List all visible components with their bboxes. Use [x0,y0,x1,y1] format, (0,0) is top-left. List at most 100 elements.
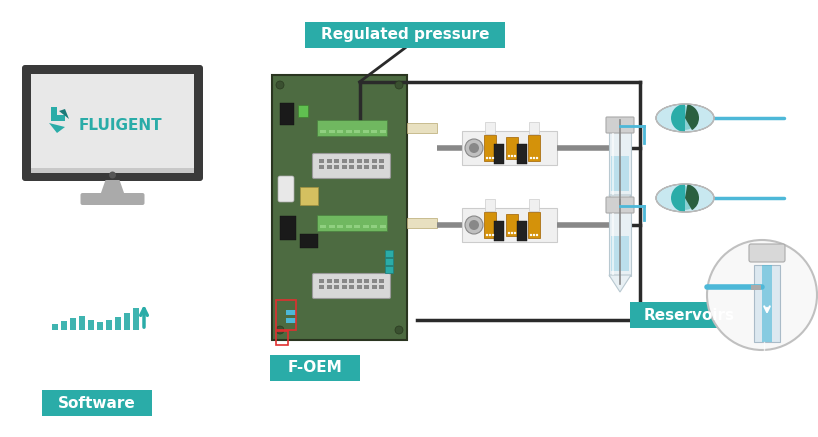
Bar [337,130,343,133]
Bar [300,234,318,248]
Bar [349,285,354,289]
Bar [357,285,362,289]
Bar [611,156,629,191]
Bar [506,137,518,159]
Circle shape [530,234,533,236]
Text: Reservoirs: Reservoirs [644,308,735,323]
Circle shape [486,157,488,159]
Bar [484,212,496,238]
FancyBboxPatch shape [606,197,634,213]
Bar [528,135,540,161]
Bar [270,355,360,381]
Bar [609,132,631,196]
Circle shape [707,240,817,350]
Bar [362,130,368,133]
Bar [407,218,437,228]
Circle shape [489,234,491,236]
FancyBboxPatch shape [606,117,634,133]
FancyBboxPatch shape [80,193,145,205]
Circle shape [489,157,491,159]
Circle shape [533,234,535,236]
Text: F-OEM: F-OEM [288,361,343,375]
Circle shape [465,139,483,157]
Bar [371,130,377,133]
Wedge shape [685,104,699,118]
Bar [341,159,347,163]
Bar [371,159,376,163]
FancyBboxPatch shape [272,75,407,340]
Bar [528,212,540,238]
Bar [276,300,296,330]
Bar [379,165,384,169]
Bar [42,390,152,416]
Circle shape [492,157,494,159]
Bar [61,321,67,330]
Circle shape [533,157,535,159]
Bar [124,313,130,330]
Bar [97,322,103,330]
Polygon shape [59,109,69,119]
Wedge shape [673,106,697,130]
Bar [385,258,393,265]
Bar [320,225,326,228]
Circle shape [276,81,284,89]
Bar [326,279,331,283]
Bar [407,123,437,133]
Bar [334,285,339,289]
Circle shape [536,157,538,159]
Bar [319,285,324,289]
Bar [345,130,352,133]
Circle shape [395,81,403,89]
Bar [341,285,347,289]
Bar [385,250,393,257]
Wedge shape [671,184,685,212]
Circle shape [530,157,533,159]
Ellipse shape [656,184,714,212]
Bar [286,310,296,315]
Bar [517,221,527,241]
Bar [349,279,354,283]
Circle shape [465,216,483,234]
Bar [762,265,772,342]
Circle shape [508,232,510,234]
FancyBboxPatch shape [312,153,390,178]
Bar [31,74,194,172]
Bar [88,319,94,330]
Bar [276,331,288,345]
Bar [341,165,347,169]
Bar [529,122,539,134]
Bar [506,214,518,236]
Bar [354,130,360,133]
Bar [317,215,387,231]
Wedge shape [671,104,685,132]
Bar [133,308,139,330]
Text: Regulated pressure: Regulated pressure [321,28,489,42]
Bar [364,279,369,283]
Bar [345,225,352,228]
Wedge shape [685,118,699,130]
Bar [334,159,339,163]
Bar [319,165,324,169]
Circle shape [510,155,513,157]
Bar [305,22,505,48]
Circle shape [276,326,284,334]
Bar [611,236,629,271]
Bar [357,165,362,169]
Bar [31,168,194,173]
Bar [334,165,339,169]
Bar [462,131,557,165]
Bar [320,130,326,133]
Bar [300,187,318,205]
Bar [484,135,496,161]
Bar [462,208,557,242]
Bar [380,130,385,133]
Bar [364,285,369,289]
Bar [298,105,308,117]
Bar [364,165,369,169]
Bar [609,212,631,276]
Text: Software: Software [58,395,136,410]
Bar [379,285,384,289]
Bar [349,165,354,169]
Bar [485,199,495,211]
Bar [326,165,331,169]
